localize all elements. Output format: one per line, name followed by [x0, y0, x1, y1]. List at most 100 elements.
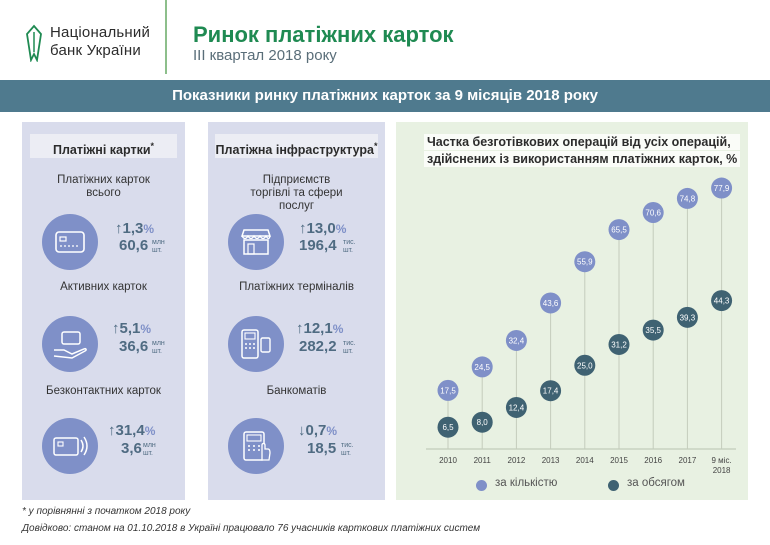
cards-active-value: 36,6 — [119, 338, 149, 355]
x-tick-label: 2012 — [508, 456, 526, 465]
x-tick-label: 2018 — [713, 466, 731, 475]
cards-contactless-value: 3,6 — [121, 440, 142, 457]
x-tick-label: 2011 — [474, 456, 492, 465]
merchants-unit: тис. шт. — [343, 239, 356, 255]
page-title: Ринок платіжних карток — [193, 22, 454, 47]
footnote-reference: Довідково: станом на 01.10.2018 в Україн… — [22, 523, 481, 534]
data-label-volume: 8,0 — [477, 418, 489, 427]
footnote-comparison: * у порівнянні з початком 2018 року — [22, 506, 191, 517]
point-count — [540, 292, 562, 314]
cards-active-unit: млн шт. — [152, 340, 165, 356]
cards-total-change: ↑1,3% — [115, 220, 154, 237]
point-volume — [540, 380, 562, 402]
logo-line-2: банк України — [50, 42, 141, 59]
cards-contactless-change: ↑31,4% — [108, 422, 155, 439]
cards-total-label: Платіжних карток всього — [57, 174, 150, 199]
cards-contactless-arrow: ↑ — [108, 422, 116, 439]
data-label-volume: 12,4 — [509, 403, 525, 412]
point-count — [608, 219, 630, 241]
data-label-count: 17,5 — [440, 386, 456, 395]
cards-active-change: ↑5,1% — [112, 320, 151, 337]
infrastructure-panel: Платіжна інфраструктура* Підприємств тор… — [208, 122, 385, 500]
cards-total-unit-1: млн — [152, 239, 165, 246]
share-chart: 2010 2011 2012 2013 2014 2015 2016 2017 9 міс.20… — [426, 177, 736, 475]
terminals-arrow: ↑ — [296, 320, 304, 337]
header: Національний банк України Ринок платіжни… — [0, 0, 770, 80]
point-count — [711, 177, 733, 199]
chart-panel: 2010 2011 2012 2013 2014 2015 2016 2017 9 міс. 20… — [396, 122, 748, 500]
merchants-arrow: ↑ — [299, 220, 307, 237]
cards-contactless-unit-2: шт. — [143, 450, 153, 457]
nbu-logo-text: Національний банк України — [50, 24, 150, 60]
pos-terminal-icon — [228, 316, 284, 372]
merchants-unit-2: шт. — [343, 247, 353, 254]
cards-total-arrow: ↑ — [115, 220, 123, 237]
data-label-count: 65,5 — [611, 226, 627, 235]
data-label-count: 24,5 — [474, 363, 490, 372]
data-label-count: 43,6 — [543, 299, 559, 308]
x-tick-label: 2015 — [610, 456, 628, 465]
legend-label-volume: за обсягом — [627, 477, 685, 489]
terminals-unit: тис. шт. — [343, 340, 356, 356]
merchants-pct: 13,0 — [306, 220, 336, 237]
terminals-unit-2: шт. — [343, 348, 353, 355]
point-count — [471, 356, 493, 378]
atm-icon — [228, 418, 284, 474]
card-in-hand-icon — [42, 316, 98, 372]
point-volume — [608, 333, 630, 355]
data-label-count: 74,8 — [680, 194, 696, 203]
point-volume — [471, 411, 493, 433]
cards-active-arrow: ↑ — [112, 320, 120, 337]
cards-total-pct-unit: % — [143, 222, 155, 236]
point-volume — [676, 306, 698, 328]
atm-arrow: ↓ — [298, 422, 306, 439]
infra-panel-heading: Платіжна інфраструктура* — [215, 134, 378, 158]
cards-contactless-unit: млн шт. — [143, 442, 156, 458]
terminals-pct: 12,1 — [303, 320, 333, 337]
atm-pct: 0,7 — [305, 422, 327, 439]
legend-dot-count — [476, 480, 487, 491]
legend-dot-volume — [608, 480, 619, 491]
atm-pct-unit: % — [326, 424, 338, 438]
atm-label: Банкоматів — [266, 385, 327, 397]
cards-panel-heading: Платіжні картки* — [30, 134, 177, 158]
storefront-icon — [228, 214, 284, 270]
header-divider — [165, 0, 167, 74]
terminals-change: ↑12,1% — [296, 320, 343, 337]
cards-heading-text: Платіжні картки — [52, 143, 151, 158]
nbu-logo-icon — [26, 24, 42, 62]
terminals-pct-unit: % — [332, 322, 344, 336]
cards-active-pct-unit: % — [140, 322, 152, 336]
x-tick-label: 2014 — [576, 456, 594, 465]
point-volume — [574, 354, 596, 376]
cards-panel: Платіжні картки* Платіжних карток всього… — [22, 122, 185, 500]
point-count — [574, 251, 596, 273]
cards-active-label: Активних карток — [60, 281, 147, 293]
terminals-unit-1: тис. — [343, 340, 356, 347]
atm-unit-2: шт. — [341, 450, 351, 457]
credit-card-icon — [42, 214, 98, 270]
data-label-volume: 6,5 — [442, 423, 454, 432]
merchants-change: ↑13,0% — [299, 220, 346, 237]
data-label-volume: 39,3 — [680, 313, 696, 322]
point-volume — [505, 396, 527, 418]
data-label-count: 70,6 — [645, 208, 661, 217]
atm-unit: тис. шт. — [341, 442, 354, 458]
legend-item-count: за кількістю — [476, 477, 557, 491]
logo-line-1: Національний — [50, 24, 151, 41]
cards-active-pct: 5,1 — [119, 320, 141, 337]
point-volume — [711, 290, 733, 312]
x-tick-label: 2016 — [644, 456, 662, 465]
data-label-volume: 17,4 — [543, 387, 559, 396]
cards-contactless-unit-1: млн — [143, 442, 156, 449]
data-label-count: 32,4 — [509, 336, 525, 345]
point-count — [676, 187, 698, 209]
cards-total-value: 60,6 — [119, 237, 149, 254]
page-subtitle: III квартал 2018 року — [193, 47, 337, 64]
chart-title: Частка безготівкових операцій від усіх о… — [424, 134, 741, 168]
point-volume — [437, 416, 459, 438]
merchants-unit-1: тис. — [343, 239, 356, 246]
merchants-value: 196,4 — [299, 237, 337, 254]
chart-title-line-1: Частка безготівкових операцій від усіх о… — [424, 134, 741, 150]
data-label-volume: 35,5 — [645, 326, 661, 335]
